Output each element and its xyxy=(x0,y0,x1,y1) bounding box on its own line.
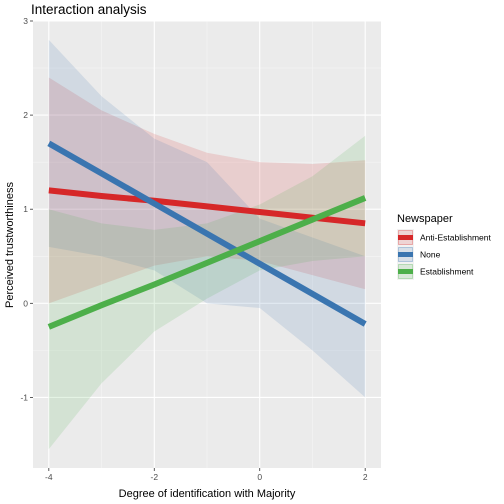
series-line xyxy=(47,140,367,327)
legend-title: Newspaper xyxy=(397,213,453,225)
x-axis-title: Degree of identification with Majority xyxy=(119,488,296,500)
y-axis-title: Perceived trustworthiness xyxy=(4,182,16,308)
legend: Newspaper Anti-Establishment None Establis… xyxy=(397,213,492,280)
x-axis: -4 -2 0 2 xyxy=(45,468,368,482)
legend-label: Establishment xyxy=(420,267,474,277)
y-tick-label: 0 xyxy=(23,298,28,308)
y-tick-label: 1 xyxy=(23,204,28,214)
confidence-band xyxy=(48,39,366,398)
y-tick-label: 2 xyxy=(23,110,28,120)
x-tick-label: -4 xyxy=(45,472,53,482)
series-line xyxy=(47,195,367,330)
legend-label: None xyxy=(420,250,441,260)
series-lines xyxy=(47,140,367,330)
y-tick-label: -1 xyxy=(20,392,28,402)
legend-label: Anti-Establishment xyxy=(420,233,492,243)
y-tick-label: 3 xyxy=(23,16,28,26)
x-tick-label: -2 xyxy=(150,472,158,482)
confidence-band xyxy=(48,77,366,304)
chart-title: Interaction analysis xyxy=(31,2,147,17)
x-tick-label: 0 xyxy=(257,472,262,482)
x-tick-label: 2 xyxy=(363,472,368,482)
y-axis: -1 0 1 2 3 xyxy=(20,16,33,402)
